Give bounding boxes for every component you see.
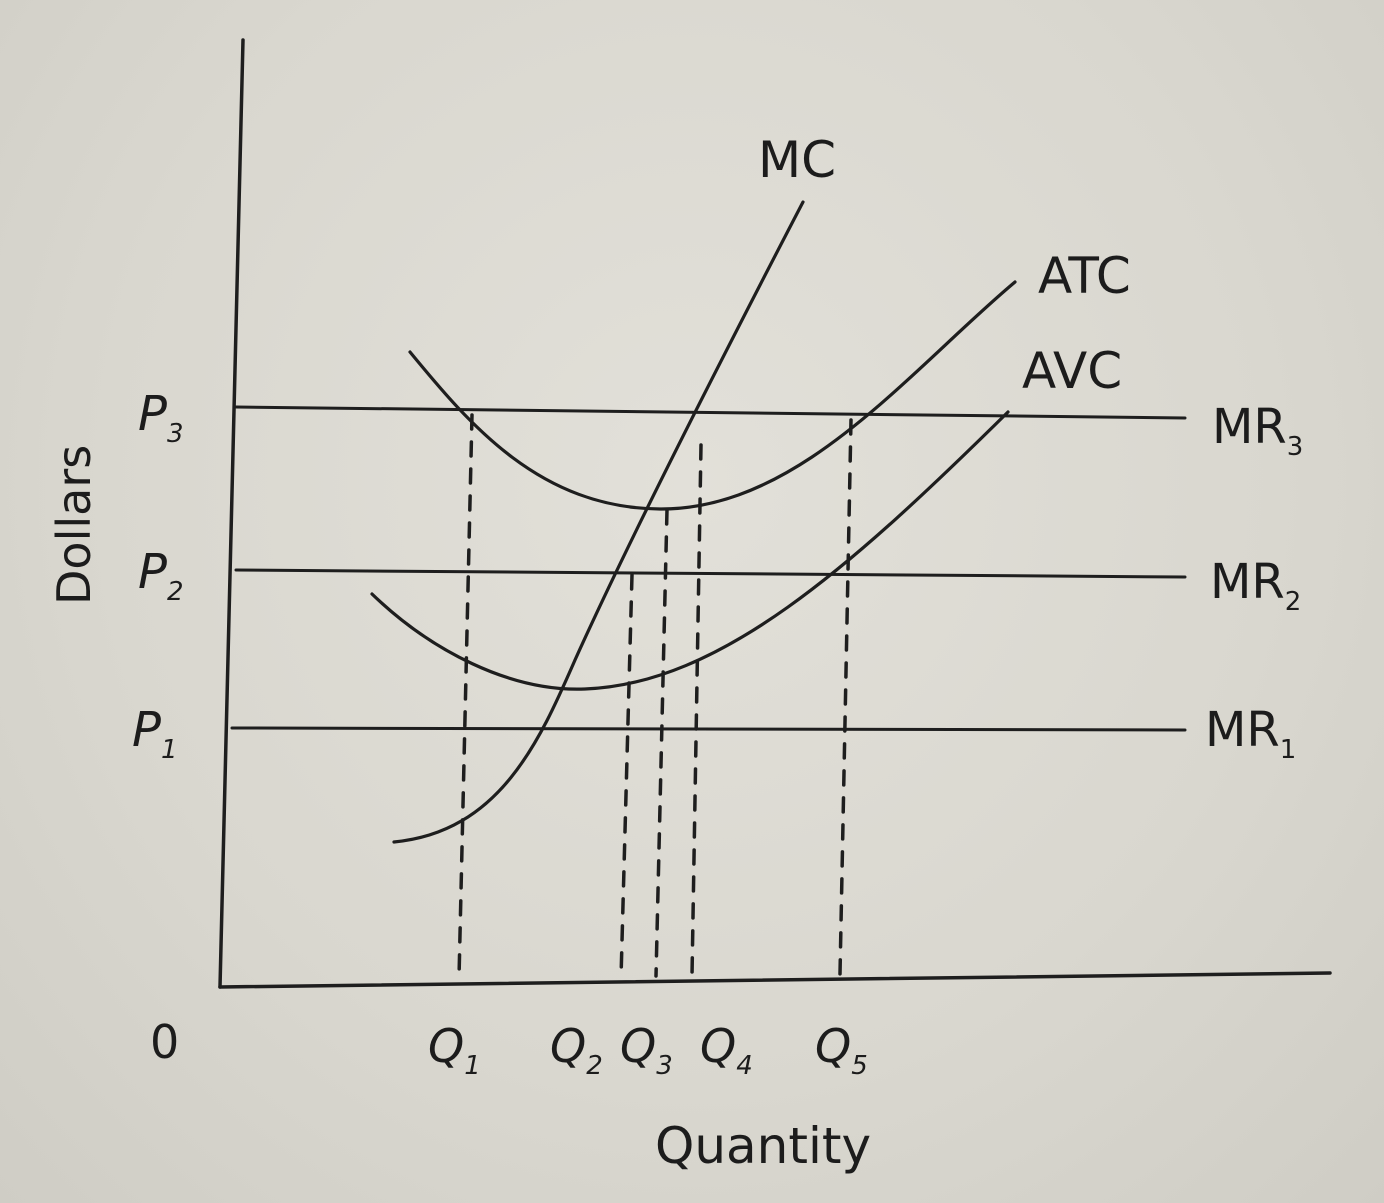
svg-text:P3: P3: [138, 386, 184, 449]
q1-label: Q1: [428, 1019, 481, 1081]
q4-label: Q4: [700, 1019, 753, 1081]
origin-label: 0: [150, 1015, 179, 1069]
svg-text:Q2: Q2: [550, 1019, 603, 1081]
svg-text:Q3: Q3: [620, 1019, 673, 1081]
mr3-line: [234, 405, 1187, 420]
svg-text:Q1: Q1: [428, 1019, 481, 1081]
p3-label: P3: [138, 386, 184, 449]
q2-label: Q2: [550, 1019, 603, 1081]
x-axis: [218, 971, 1332, 989]
q5-dashed-line: [838, 418, 853, 976]
y-axis: [218, 38, 245, 989]
q1-dashed-line: [457, 413, 474, 980]
q3-dashed-line: [654, 508, 669, 978]
svg-text:MR1: MR1: [1205, 702, 1296, 765]
q2-dashed-line: [619, 573, 634, 980]
mr2-label: MR2: [1210, 554, 1301, 617]
q5-label: Q5: [815, 1019, 868, 1081]
mr1-label: MR1: [1205, 702, 1296, 765]
svg-text:MR2: MR2: [1210, 554, 1301, 617]
svg-text:P1: P1: [132, 702, 178, 765]
svg-text:P2: P2: [138, 544, 184, 607]
mc-label: MC: [758, 131, 836, 189]
avc-curve: [370, 410, 1010, 691]
svg-text:Q5: Q5: [815, 1019, 868, 1081]
mr2-line: [234, 568, 1187, 579]
mc-curve: [392, 200, 805, 844]
atc-curve: [408, 280, 1017, 511]
p2-label: P2: [138, 544, 184, 607]
mr1-line: [230, 726, 1187, 732]
p1-label: P1: [132, 702, 178, 765]
atc-label: ATC: [1038, 247, 1131, 305]
avc-label: AVC: [1022, 342, 1122, 400]
x-axis-title: Quantity: [655, 1117, 871, 1175]
q4-dashed-line: [690, 443, 703, 978]
svg-text:Q4: Q4: [700, 1019, 753, 1081]
y-axis-title: Dollars: [47, 445, 101, 605]
q3-label: Q3: [620, 1019, 673, 1081]
mr3-label: MR3: [1212, 399, 1303, 462]
svg-text:MR3: MR3: [1212, 399, 1303, 462]
